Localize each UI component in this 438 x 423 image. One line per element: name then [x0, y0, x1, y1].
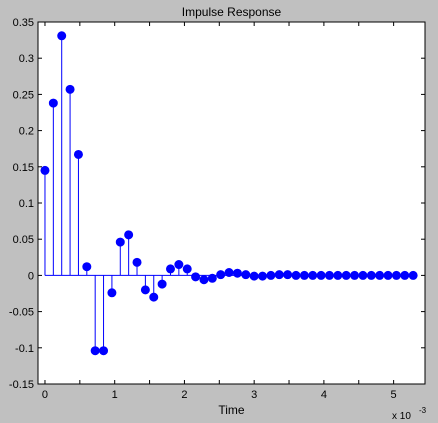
y-tick-label: -0.05: [9, 307, 34, 319]
stem-marker: [224, 268, 234, 278]
stem-marker: [132, 257, 142, 267]
y-tick-label: 0.05: [13, 234, 34, 246]
stem-marker: [99, 346, 109, 356]
stem-marker: [291, 270, 301, 280]
stem-marker: [408, 270, 418, 280]
stem-marker: [249, 271, 259, 281]
stem-marker: [182, 264, 192, 274]
stem-marker: [316, 270, 326, 280]
stem-marker: [308, 270, 318, 280]
stem-marker: [216, 270, 226, 280]
x-tick-label: 1: [112, 389, 118, 401]
x-tick-label: 2: [181, 389, 187, 401]
stem-marker: [140, 285, 150, 295]
stem-marker: [241, 270, 251, 280]
x-axis-exponent-base: x 10: [392, 411, 411, 422]
x-tick-label: 0: [42, 389, 48, 401]
stem-marker: [48, 98, 58, 108]
stem-marker: [73, 149, 83, 159]
y-tick-label: 0.3: [19, 53, 34, 65]
plot-area: [37, 21, 426, 385]
stem-marker: [383, 270, 393, 280]
stem-marker: [283, 270, 293, 280]
stem-marker: [157, 279, 167, 289]
stem-marker: [57, 31, 67, 41]
stem-marker: [358, 270, 368, 280]
y-axis-ticks: -0.15 -0.1 -0.05 0 0.05 0.1 0.15 0.2 0.25 0.3 0.35: [9, 17, 425, 391]
stem-marker: [366, 270, 376, 280]
stem-marker: [199, 275, 209, 285]
x-axis-exponent-power: -3: [419, 406, 427, 415]
stem-marker: [324, 270, 334, 280]
stem-marker: [341, 270, 351, 280]
stem-marker: [391, 270, 401, 280]
y-tick-label: 0.1: [19, 198, 34, 210]
y-tick-label: 0.25: [13, 89, 34, 101]
stem-marker: [65, 84, 75, 94]
chart-title: Impulse Response: [182, 5, 282, 19]
stem-marker: [299, 270, 309, 280]
x-axis-ticks: 0 1 2 3 4 5: [42, 22, 397, 401]
x-axis-label: Time: [218, 403, 245, 417]
y-tick-label: -0.1: [15, 343, 34, 355]
stem-marker: [232, 268, 242, 278]
stem-marker: [174, 260, 184, 270]
stem-marker: [124, 230, 134, 240]
stem-marker: [400, 270, 410, 280]
y-tick-label: -0.15: [9, 379, 34, 391]
stem-marker: [350, 270, 360, 280]
stem-marker: [40, 165, 50, 175]
stem-marker: [115, 237, 125, 247]
y-tick-label: 0: [28, 270, 34, 282]
stem-marker: [82, 262, 92, 272]
stem-marker: [333, 270, 343, 280]
x-tick-label: 4: [321, 389, 327, 401]
stem-series: [40, 31, 418, 356]
stem-marker: [274, 270, 284, 280]
x-tick-label: 3: [251, 389, 257, 401]
x-tick-label: 5: [391, 389, 397, 401]
stem-marker: [258, 271, 268, 281]
stem-marker: [165, 264, 175, 274]
stem-marker: [375, 270, 385, 280]
stem-marker: [207, 273, 217, 283]
y-tick-label: 0.15: [13, 162, 34, 174]
stem-marker: [191, 272, 201, 282]
y-tick-label: 0.2: [19, 126, 34, 138]
stem-marker: [90, 346, 100, 356]
stem-marker: [149, 292, 159, 302]
stem-marker: [266, 270, 276, 280]
y-tick-label: 0.35: [13, 17, 34, 29]
stem-marker: [107, 288, 117, 298]
x-axis-exponent: x 10 -3: [392, 406, 427, 422]
